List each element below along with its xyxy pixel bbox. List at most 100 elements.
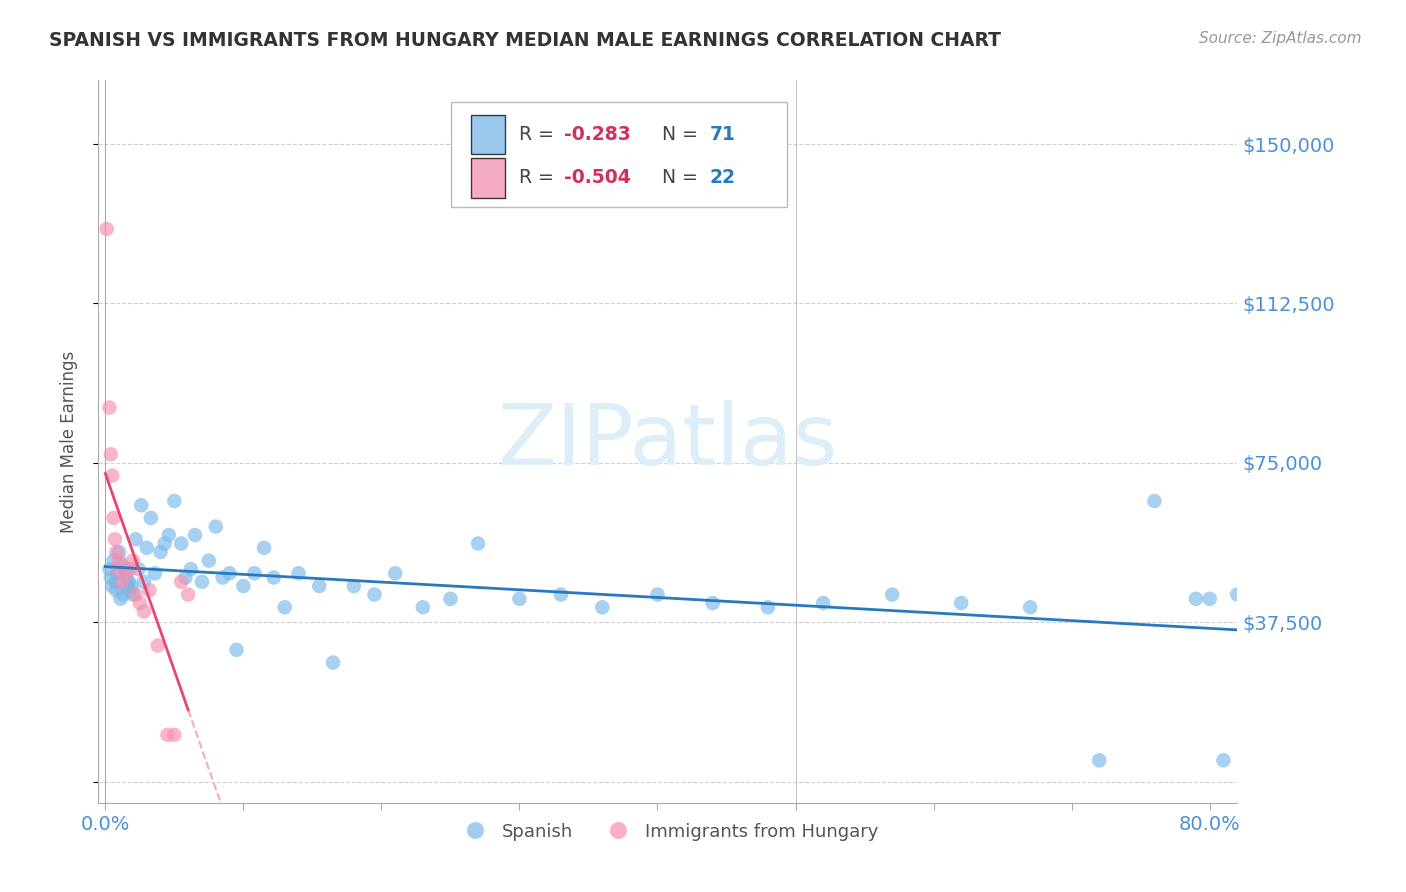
Point bbox=[1212, 753, 1234, 767]
Point bbox=[98, 562, 121, 576]
Point bbox=[191, 574, 214, 589]
Point bbox=[184, 528, 207, 542]
Text: Source: ZipAtlas.com: Source: ZipAtlas.com bbox=[1198, 31, 1361, 46]
Point bbox=[122, 588, 145, 602]
Point bbox=[139, 511, 162, 525]
Point bbox=[211, 570, 233, 584]
Point bbox=[101, 468, 124, 483]
Point bbox=[146, 639, 169, 653]
Point bbox=[100, 570, 122, 584]
Point bbox=[647, 588, 669, 602]
Point bbox=[108, 553, 131, 567]
Point bbox=[1240, 591, 1263, 606]
Point bbox=[96, 222, 118, 236]
Point bbox=[103, 511, 125, 525]
Point bbox=[107, 566, 129, 581]
Point bbox=[103, 553, 125, 567]
Point bbox=[263, 570, 285, 584]
Point bbox=[127, 562, 149, 576]
Point bbox=[550, 588, 572, 602]
Point bbox=[104, 533, 127, 547]
Point bbox=[363, 588, 385, 602]
Point bbox=[702, 596, 724, 610]
Legend: Spanish, Immigrants from Hungary: Spanish, Immigrants from Hungary bbox=[450, 815, 886, 848]
Point bbox=[204, 519, 226, 533]
Point bbox=[105, 583, 128, 598]
Point bbox=[118, 574, 141, 589]
Y-axis label: Median Male Earnings: Median Male Earnings bbox=[59, 351, 77, 533]
Point bbox=[591, 600, 613, 615]
Point bbox=[125, 588, 148, 602]
Point bbox=[253, 541, 276, 555]
Point bbox=[811, 596, 834, 610]
Point bbox=[163, 494, 186, 508]
Point bbox=[122, 553, 145, 567]
Point bbox=[157, 528, 180, 542]
Point bbox=[1226, 588, 1249, 602]
Point bbox=[756, 600, 779, 615]
Text: -0.283: -0.283 bbox=[564, 125, 631, 144]
Point bbox=[121, 579, 143, 593]
Text: N =: N = bbox=[650, 169, 703, 187]
Point bbox=[1185, 591, 1208, 606]
Point bbox=[384, 566, 406, 581]
Point bbox=[98, 401, 121, 415]
Point bbox=[322, 656, 344, 670]
FancyBboxPatch shape bbox=[451, 102, 787, 207]
Text: SPANISH VS IMMIGRANTS FROM HUNGARY MEDIAN MALE EARNINGS CORRELATION CHART: SPANISH VS IMMIGRANTS FROM HUNGARY MEDIA… bbox=[49, 31, 1001, 50]
Point bbox=[177, 588, 200, 602]
Point bbox=[882, 588, 904, 602]
Point bbox=[180, 562, 202, 576]
FancyBboxPatch shape bbox=[471, 114, 505, 154]
Text: R =: R = bbox=[519, 169, 560, 187]
Point bbox=[104, 574, 127, 589]
Point bbox=[232, 579, 254, 593]
Point bbox=[132, 574, 155, 589]
Text: 71: 71 bbox=[710, 125, 735, 144]
Point bbox=[135, 541, 157, 555]
Point bbox=[114, 562, 136, 576]
Point bbox=[174, 570, 197, 584]
Point bbox=[117, 579, 139, 593]
Point bbox=[107, 562, 129, 576]
Point bbox=[343, 579, 366, 593]
Point bbox=[132, 605, 155, 619]
Point bbox=[1143, 494, 1166, 508]
Point bbox=[950, 596, 973, 610]
Point bbox=[308, 579, 330, 593]
Point bbox=[115, 570, 138, 584]
FancyBboxPatch shape bbox=[471, 158, 505, 198]
Point bbox=[1019, 600, 1042, 615]
Point bbox=[156, 728, 179, 742]
Point bbox=[128, 596, 150, 610]
Point bbox=[129, 498, 152, 512]
Text: 22: 22 bbox=[710, 169, 735, 187]
Point bbox=[115, 566, 138, 581]
Text: R =: R = bbox=[519, 125, 560, 144]
Point bbox=[120, 583, 142, 598]
Point bbox=[287, 566, 309, 581]
Point bbox=[170, 536, 193, 550]
Point bbox=[467, 536, 489, 550]
Point bbox=[111, 558, 134, 572]
Point bbox=[108, 545, 131, 559]
Point bbox=[101, 579, 124, 593]
Point bbox=[125, 533, 148, 547]
Point bbox=[111, 574, 134, 589]
Point bbox=[143, 566, 166, 581]
Point bbox=[198, 553, 221, 567]
Point bbox=[243, 566, 266, 581]
Point bbox=[105, 545, 128, 559]
Text: N =: N = bbox=[650, 125, 703, 144]
Point bbox=[1088, 753, 1111, 767]
Point bbox=[153, 536, 176, 550]
Point bbox=[439, 591, 461, 606]
Point bbox=[100, 447, 122, 461]
Text: -0.504: -0.504 bbox=[564, 169, 631, 187]
Point bbox=[120, 562, 142, 576]
Point bbox=[508, 591, 530, 606]
Point bbox=[218, 566, 240, 581]
Point bbox=[110, 591, 132, 606]
Point bbox=[1198, 591, 1220, 606]
Point bbox=[274, 600, 297, 615]
